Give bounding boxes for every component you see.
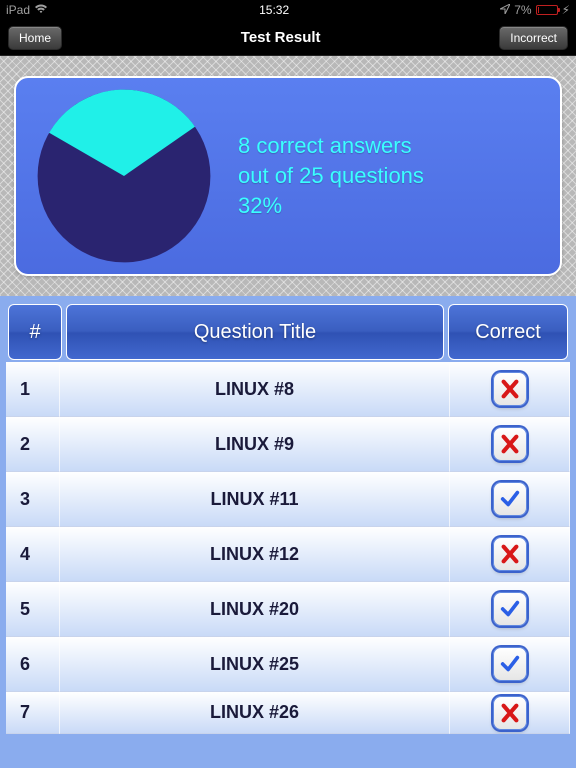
row-correct: [450, 692, 570, 734]
row-num: 1: [6, 362, 60, 417]
check-icon: [493, 482, 527, 516]
battery-percent: 7%: [514, 3, 531, 17]
summary-line2: out of 25 questions: [238, 161, 424, 191]
incorrect-button[interactable]: Incorrect: [499, 26, 568, 50]
wifi-icon: [34, 3, 48, 17]
check-icon: [493, 592, 527, 626]
x-icon: [493, 372, 527, 406]
summary-section: 8 correct answers out of 25 questions 32…: [0, 56, 576, 296]
table-row[interactable]: 7 LINUX #26: [6, 692, 570, 734]
x-icon: [493, 696, 527, 730]
row-correct: [450, 582, 570, 637]
row-num: 5: [6, 582, 60, 637]
table-row[interactable]: 3 LINUX #11: [6, 472, 570, 527]
row-title: LINUX #11: [60, 472, 450, 527]
table-row[interactable]: 1 LINUX #8: [6, 362, 570, 417]
results-table: # Question Title Correct 1 LINUX #8 2 LI…: [0, 296, 576, 768]
row-correct: [450, 417, 570, 472]
row-correct: [450, 472, 570, 527]
status-bar: iPad 15:32 7% ⚡︎: [0, 0, 576, 20]
check-icon: [493, 647, 527, 681]
row-title: LINUX #20: [60, 582, 450, 637]
table-row[interactable]: 2 LINUX #9: [6, 417, 570, 472]
row-correct: [450, 362, 570, 417]
row-title: LINUX #26: [60, 692, 450, 734]
summary-line3: 32%: [238, 191, 424, 221]
result-panel: 8 correct answers out of 25 questions 32…: [14, 76, 562, 276]
header-title: Question Title: [66, 304, 444, 360]
row-title: LINUX #25: [60, 637, 450, 692]
charging-icon: ⚡︎: [562, 3, 570, 17]
result-text: 8 correct answers out of 25 questions 32…: [238, 131, 424, 220]
header-correct: Correct: [448, 304, 568, 360]
row-num: 2: [6, 417, 60, 472]
row-num: 7: [6, 692, 60, 734]
row-correct: [450, 527, 570, 582]
header-num: #: [8, 304, 62, 360]
row-title: LINUX #12: [60, 527, 450, 582]
home-button[interactable]: Home: [8, 26, 62, 50]
status-left: iPad: [6, 3, 48, 17]
status-time: 15:32: [259, 3, 289, 17]
row-title: LINUX #9: [60, 417, 450, 472]
location-icon: [500, 3, 510, 17]
carrier-label: iPad: [6, 3, 30, 17]
x-icon: [493, 427, 527, 461]
x-icon: [493, 537, 527, 571]
row-num: 4: [6, 527, 60, 582]
pie-chart: [34, 86, 214, 266]
row-correct: [450, 637, 570, 692]
row-num: 6: [6, 637, 60, 692]
status-right: 7% ⚡︎: [500, 3, 570, 17]
row-title: LINUX #8: [60, 362, 450, 417]
summary-line1: 8 correct answers: [238, 131, 424, 161]
nav-bar: Home Test Result Incorrect: [0, 20, 576, 56]
table-row[interactable]: 4 LINUX #12: [6, 527, 570, 582]
table-row[interactable]: 5 LINUX #20: [6, 582, 570, 637]
row-num: 3: [6, 472, 60, 527]
table-header: # Question Title Correct: [6, 302, 570, 362]
table-row[interactable]: 6 LINUX #25: [6, 637, 570, 692]
page-title: Test Result: [241, 29, 321, 46]
battery-icon: [536, 5, 558, 15]
